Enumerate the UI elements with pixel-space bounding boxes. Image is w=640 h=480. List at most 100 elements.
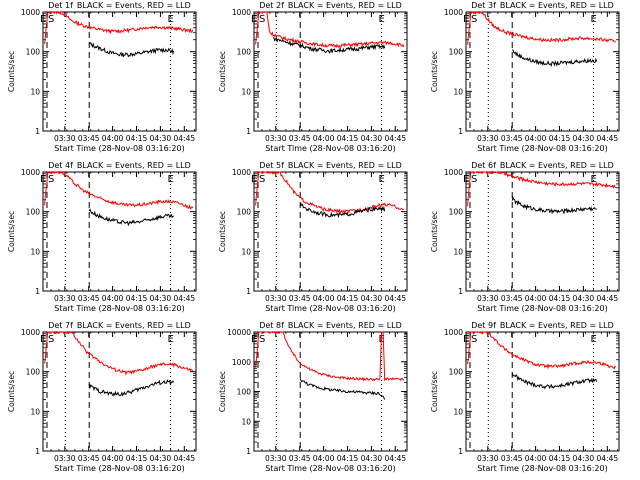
y-axis-title: Counts/sec bbox=[430, 211, 439, 252]
y-tick-label: 1000 bbox=[21, 8, 40, 17]
marker-e-end: E bbox=[379, 14, 385, 25]
detector-name: Det 8f bbox=[259, 321, 284, 330]
marker-e-start: E bbox=[251, 174, 257, 185]
lld-series-line bbox=[255, 170, 405, 215]
x-tick-label: 04:15 bbox=[126, 454, 148, 463]
x-tick-label: 04:30 bbox=[573, 134, 595, 143]
x-tick-label: 04:00 bbox=[313, 134, 335, 143]
x-tick-label: 04:30 bbox=[150, 454, 172, 463]
x-tick-label: 04:15 bbox=[126, 134, 148, 143]
marker-e-start: E bbox=[251, 334, 257, 345]
y-tick-label: 100 bbox=[449, 48, 464, 57]
y-tick-label: 1 bbox=[246, 287, 251, 296]
x-tick-label: 04:45 bbox=[385, 294, 407, 303]
x-tick-label: 04:30 bbox=[361, 134, 383, 143]
y-axis-title: Counts/sec bbox=[218, 371, 227, 412]
marker-s: S bbox=[471, 174, 477, 185]
x-axis-title: Start Time (28-Nov-08 03:16:20) bbox=[54, 144, 184, 153]
detector-name: Det 6f bbox=[471, 161, 496, 170]
marker-e-end: E bbox=[168, 174, 174, 185]
x-tick-label: 04:15 bbox=[337, 454, 359, 463]
detector-name: Det 3f bbox=[471, 1, 496, 10]
y-tick-label: 100 bbox=[26, 48, 41, 57]
chart-title: Det 6f BLACK = Events, RED = LLD bbox=[471, 161, 614, 170]
lld-series-line bbox=[44, 331, 194, 376]
title-suffix: BLACK = Events, RED = LLD bbox=[500, 1, 614, 10]
x-axis-title: Start Time (28-Nov-08 03:16:20) bbox=[54, 304, 184, 313]
y-tick-label: 10 bbox=[453, 87, 463, 96]
detector-name: Det 1f bbox=[48, 1, 73, 10]
plot-frame bbox=[253, 171, 408, 292]
events-series-line bbox=[273, 36, 386, 54]
x-tick-label: 04:00 bbox=[102, 294, 124, 303]
y-tick-label: 1000 bbox=[444, 8, 463, 17]
chart-title: Det 5f BLACK = Events, RED = LLD bbox=[259, 161, 402, 170]
title-suffix: BLACK = Events, RED = LLD bbox=[288, 1, 402, 10]
plot-frame bbox=[42, 171, 197, 292]
chart-title: Det 9f BLACK = Events, RED = LLD bbox=[471, 321, 614, 330]
marker-s: S bbox=[471, 14, 477, 25]
marker-e-end: E bbox=[168, 14, 174, 25]
x-tick-label: 04:45 bbox=[385, 134, 407, 143]
y-axis-title: Counts/sec bbox=[218, 51, 227, 92]
events-series-line bbox=[511, 196, 597, 215]
y-tick-label: 1 bbox=[35, 287, 40, 296]
chart-panel-3: Det 3f BLACK = Events, RED = LLD 1 10 100 100… bbox=[430, 1, 620, 153]
y-tick-label: 10 bbox=[241, 417, 251, 426]
y-axis-title: Counts/sec bbox=[7, 51, 16, 92]
marker-e-end: E bbox=[168, 334, 174, 345]
x-tick-label: 04:15 bbox=[549, 294, 571, 303]
title-suffix: BLACK = Events, RED = LLD bbox=[288, 321, 402, 330]
y-axis-title: Counts/sec bbox=[218, 211, 227, 252]
x-tick-label: 04:30 bbox=[573, 294, 595, 303]
x-tick-label: 03:45 bbox=[289, 134, 311, 143]
plot-frame bbox=[42, 331, 197, 452]
chart-panel-9: Det 9f BLACK = Events, RED = LLD 1 10 100 100… bbox=[430, 321, 620, 473]
plot-frame bbox=[42, 11, 197, 132]
plot-frame bbox=[465, 171, 620, 292]
chart-panel-1: Det 1f BLACK = Events, RED = LLD 1 10 100 100… bbox=[7, 1, 197, 153]
plot-frame bbox=[465, 11, 620, 132]
x-axis-title: Start Time (28-Nov-08 03:16:20) bbox=[265, 144, 395, 153]
detector-name: Det 5f bbox=[259, 161, 284, 170]
x-tick-label: 03:30 bbox=[477, 294, 499, 303]
y-tick-label: 10 bbox=[241, 87, 251, 96]
chart-title: Det 7f BLACK = Events, RED = LLD bbox=[48, 321, 191, 330]
detector-name: Det 2f bbox=[259, 1, 284, 10]
x-tick-label: 03:45 bbox=[289, 294, 311, 303]
x-tick-label: 04:30 bbox=[361, 454, 383, 463]
x-tick-label: 04:15 bbox=[337, 294, 359, 303]
events-series-line bbox=[299, 202, 386, 219]
marker-e-end: E bbox=[591, 334, 597, 345]
x-tick-label: 04:45 bbox=[597, 454, 619, 463]
x-tick-label: 04:45 bbox=[174, 134, 196, 143]
x-axis-title: Start Time (28-Nov-08 03:16:20) bbox=[477, 464, 607, 473]
lld-series-line bbox=[467, 171, 616, 207]
lld-series-line bbox=[44, 11, 194, 45]
detector-name: Det 7f bbox=[48, 321, 73, 330]
y-tick-label: 10 bbox=[30, 247, 40, 256]
marker-s: S bbox=[48, 174, 54, 185]
marker-s: S bbox=[259, 334, 265, 345]
y-tick-label: 1 bbox=[458, 127, 463, 136]
x-tick-label: 04:00 bbox=[102, 134, 124, 143]
marker-e-end: E bbox=[591, 14, 597, 25]
y-tick-label: 1000 bbox=[21, 328, 40, 337]
x-tick-label: 04:00 bbox=[313, 454, 335, 463]
lld-series-line bbox=[44, 171, 194, 210]
title-suffix: BLACK = Events, RED = LLD bbox=[77, 1, 191, 10]
x-tick-label: 03:30 bbox=[265, 294, 287, 303]
y-tick-label: 1000 bbox=[21, 168, 40, 177]
detector-name: Det 9f bbox=[471, 321, 496, 330]
marker-e-end: E bbox=[591, 174, 597, 185]
marker-e-start: E bbox=[40, 334, 46, 345]
y-tick-label: 10 bbox=[30, 407, 40, 416]
detector-name: Det 4f bbox=[48, 161, 73, 170]
x-tick-label: 04:15 bbox=[549, 454, 571, 463]
chart-panel-7: Det 7f BLACK = Events, RED = LLD 1 10 100 100… bbox=[7, 321, 197, 473]
y-tick-label: 1000 bbox=[232, 358, 251, 367]
x-tick-label: 04:30 bbox=[150, 294, 172, 303]
x-tick-label: 04:45 bbox=[174, 294, 196, 303]
x-axis-title: Start Time (28-Nov-08 03:16:20) bbox=[477, 144, 607, 153]
x-tick-label: 04:45 bbox=[385, 454, 407, 463]
